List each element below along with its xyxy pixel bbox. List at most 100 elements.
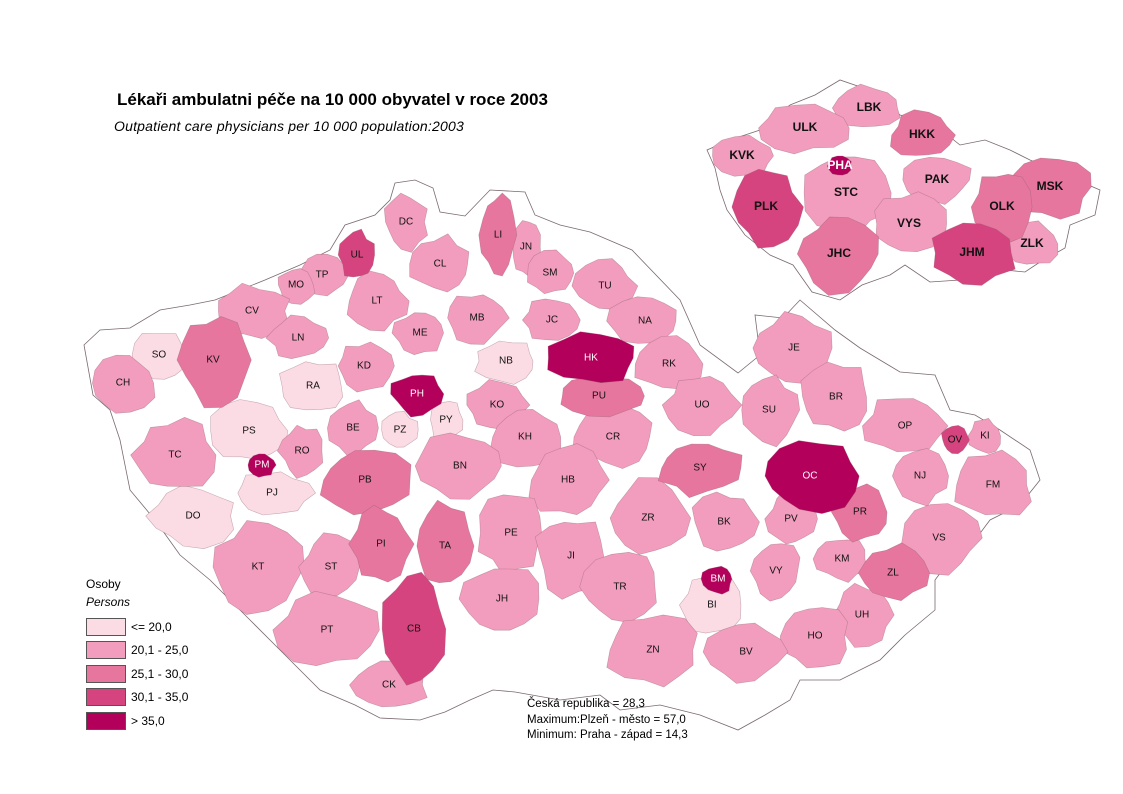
region-label-jhc: JHC [827,246,851,260]
region-pha [826,155,852,176]
stat-maximum: Maximum:Plzeň - město = 57,0 [527,713,686,726]
district-pm [247,453,277,478]
district-label-ho: HO [808,631,823,642]
district-pz [381,411,419,448]
district-bv [702,622,789,684]
district-label-ps: PS [242,426,256,437]
district-zr [609,477,692,555]
district-label-do: DO [186,511,201,522]
district-sm [527,249,575,295]
district-label-zr: ZR [641,513,654,524]
legend-item: <= 20,0 [86,615,188,639]
legend-label: 20,1 - 25,0 [131,643,189,658]
legend-heading-cz: Osoby [86,577,121,591]
district-label-ov: OV [948,435,963,446]
district-pj [237,471,317,516]
district-cl [409,233,470,293]
legend-heading-en: Persons [86,595,131,609]
region-label-pha: PHA [827,158,853,172]
district-pt [272,590,380,667]
district-label-na: NA [638,316,652,327]
district-bk [691,491,760,552]
region-lbk [831,83,901,128]
district-label-ph: PH [410,389,424,400]
district-label-bk: BK [717,517,731,528]
district-label-br: BR [829,392,843,403]
district-label-cl: CL [434,259,447,270]
legend-label: > 35,0 [131,713,165,728]
map-title: Lékaři ambulatni péče na 10 000 obyvatel… [117,90,548,109]
district-label-cb: CB [407,624,421,635]
stat-minimum: Minimum: Praha - západ = 14,3 [527,729,688,741]
district-label-km: KM [835,554,850,565]
district-zl [858,542,930,602]
district-bm [700,565,733,595]
district-ul [337,228,375,278]
district-label-bm: BM [711,574,726,585]
district-lt [346,270,410,332]
district-li [478,192,518,277]
district-label-tu: TU [598,281,611,292]
district-label-py: PY [439,415,453,426]
district-label-pt: PT [321,625,334,636]
district-label-op: OP [898,421,913,432]
region-label-hkk: HKK [909,127,935,141]
district-cb [381,571,447,686]
district-label-vy: VY [769,566,783,577]
district-label-kh: KH [518,432,532,443]
district-label-jc: JC [546,315,558,326]
district-label-fm: FM [986,480,1000,491]
district-so [131,333,186,380]
district-tc [130,416,217,487]
region-label-msk: MSK [1037,179,1064,193]
district-label-ra: RA [306,381,320,392]
legend-swatch [86,617,126,636]
region-label-zlk: ZLK [1020,236,1044,250]
legend-item: 20,1 - 25,0 [86,639,188,663]
district-me [391,312,444,356]
region-label-vys: VYS [897,216,921,230]
district-pb [319,449,412,516]
district-label-pb: PB [358,475,372,486]
district-label-pe: PE [504,528,518,539]
legend-swatch [86,688,126,707]
district-oc [764,440,860,514]
district-sy [657,443,743,499]
district-pi [348,504,415,583]
region-stc [803,156,892,237]
district-label-ta: TA [439,541,451,552]
district-label-hb: HB [561,475,575,486]
district-label-so: SO [152,350,167,361]
district-label-ch: CH [116,378,130,389]
legend-label: 25,1 - 30,0 [131,666,189,681]
district-label-pr: PR [853,507,867,518]
region-jhm [931,222,1016,286]
district-label-je: JE [788,343,800,354]
district-mb [447,294,510,345]
district-label-bn: BN [453,461,467,472]
district-hk [547,331,635,384]
district-kt [212,520,305,615]
district-zn [606,614,698,688]
district-label-tc: TC [168,450,181,461]
region-ulk [758,103,850,155]
district-label-hk: HK [584,353,598,364]
district-label-ji: JI [567,551,575,562]
district-label-dc: DC [399,217,413,228]
district-label-nj: NJ [914,471,926,482]
district-label-pz: PZ [394,425,407,436]
district-tr [579,551,657,623]
district-label-pv: PV [784,514,798,525]
district-label-cv: CV [245,306,259,317]
district-label-pm: PM [255,460,270,471]
district-label-bv: BV [739,647,753,658]
legend-classes: <= 20,0 20,1 - 25,0 25,1 - 30,0 30,1 - 35,0… [86,615,188,733]
district-br [800,361,868,432]
region-olk [970,173,1033,244]
districts-layer: DC UL LI JN CL TP MO SM TU CV LT MB LN ME JC NA SO KV CH KD… [92,192,1032,708]
district-label-kd: KD [357,361,371,372]
district-label-mo: MO [288,280,304,291]
district-label-mb: MB [470,313,485,324]
district-label-pi: PI [376,539,385,550]
